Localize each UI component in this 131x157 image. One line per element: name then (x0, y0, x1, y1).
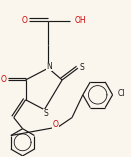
Text: OH: OH (75, 16, 87, 25)
Text: O: O (22, 16, 28, 25)
Text: S: S (79, 63, 84, 72)
Text: Cl: Cl (118, 89, 125, 98)
Text: N: N (46, 62, 52, 71)
Text: O: O (1, 76, 7, 84)
Text: O: O (52, 120, 58, 129)
Text: S: S (43, 109, 48, 118)
